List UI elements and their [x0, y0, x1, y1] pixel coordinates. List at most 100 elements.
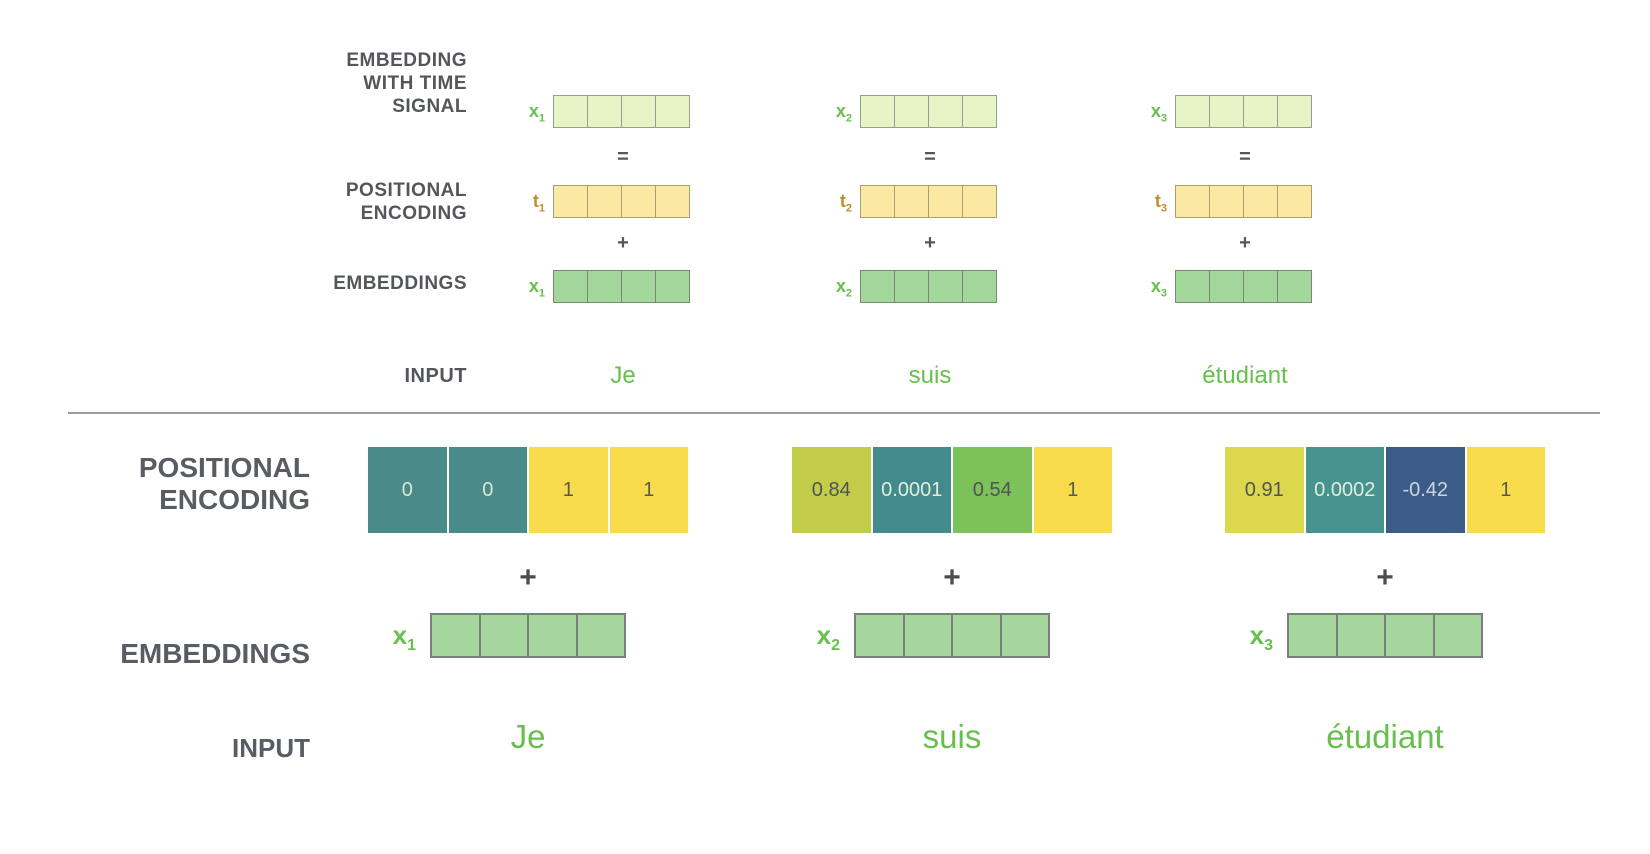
equals-operator: =: [617, 146, 629, 168]
pe-value-cell: 1: [1466, 447, 1545, 533]
vector-cell: [953, 615, 1002, 656]
input-word-suis-large: suis: [922, 718, 982, 755]
x3-label: x3: [1150, 101, 1167, 125]
vector-cell: [655, 95, 690, 128]
pe-value-cell: 1: [609, 447, 688, 533]
row-label-input-large: INPUT: [232, 733, 310, 763]
x2-embedding-label-large: x2: [816, 620, 840, 655]
embedding-vector-suis: [854, 613, 1050, 658]
row-label-embeddings-large: EMBEDDINGS: [120, 638, 310, 669]
t1-label: t1: [532, 191, 545, 215]
pe-value-cell: 1: [1033, 447, 1112, 533]
plus-operator: +: [1376, 561, 1394, 594]
input-word-je-large: Je: [510, 718, 546, 755]
x2-embedding-label: x2: [835, 276, 852, 300]
pe-value-cell: 0.0001: [872, 447, 951, 533]
embedding-vector-small-1: [553, 270, 690, 303]
plus-operator: +: [1239, 232, 1251, 254]
vector-cell: [1209, 270, 1244, 303]
vector-cell: [905, 615, 953, 656]
x3-embedding-label: x3: [1150, 276, 1167, 300]
vector-cell: [962, 95, 997, 128]
row-label-line: EMBEDDING: [346, 50, 467, 71]
pe-value-cell: 0: [448, 447, 527, 533]
vector-cell: [962, 270, 997, 303]
bottom-column-suis: 0.84 0.0001 0.54 1 + x2 suis: [792, 0, 1112, 854]
row-label-embedding-with-time-signal: EMBEDDING WITH TIME SIGNAL: [346, 49, 467, 118]
row-label-line: POSITIONAL: [138, 452, 310, 483]
bottom-column-je: 0 0 1 1 + x1 Je: [368, 0, 688, 854]
embedding-vector-je: [430, 613, 626, 658]
t2-label: t2: [839, 191, 852, 215]
vector-cell: [481, 615, 529, 656]
pe-vector-small-1: [553, 185, 690, 218]
vector-cell: [432, 615, 481, 656]
pe-vector-etudiant: 0.91 0.0002 -0.42 1: [1225, 447, 1545, 533]
input-word-etudiant: étudiant: [1202, 362, 1288, 389]
vector-cell: [1338, 615, 1386, 656]
vector-cell: [962, 185, 997, 218]
bottom-column-etudiant: 0.91 0.0002 -0.42 1 + x3 étudiant: [1225, 0, 1545, 854]
vector-cell: [1175, 95, 1210, 128]
pe-value-cell: 0.84: [792, 447, 871, 533]
row-label-positional-encoding: POSITIONAL ENCODING: [346, 179, 467, 225]
pe-value-cell: 0.54: [953, 447, 1032, 533]
vector-cell: [578, 615, 625, 656]
vector-cell: [655, 185, 690, 218]
vector-cell: [553, 95, 588, 128]
section-divider: [68, 412, 1600, 414]
x1-embedding-label: x1: [528, 276, 545, 300]
pe-vector-small-3: [1175, 185, 1312, 218]
row-label-line: ENCODING: [360, 203, 467, 224]
equals-operator: =: [924, 146, 936, 168]
t3-label: t3: [1154, 191, 1167, 215]
plus-operator: +: [924, 232, 936, 254]
plus-operator: +: [943, 561, 961, 594]
vector-cell: [1175, 270, 1210, 303]
x2-label: x2: [835, 101, 852, 125]
vector-cell: [1386, 615, 1435, 656]
time-signal-vector-2: [860, 95, 997, 128]
vector-cell: [587, 270, 622, 303]
x1-label: x1: [528, 101, 545, 125]
vector-cell: [655, 270, 690, 303]
input-word-etudiant-large: étudiant: [1326, 718, 1444, 755]
row-label-positional-encoding-large: POSITIONAL ENCODING: [139, 452, 310, 516]
row-label-line: POSITIONAL: [345, 180, 467, 201]
pe-vector-suis: 0.84 0.0001 0.54 1: [792, 447, 1112, 533]
vector-cell: [860, 95, 895, 128]
vector-cell: [1243, 95, 1278, 128]
x3-embedding-label-large: x3: [1249, 620, 1273, 655]
vector-cell: [587, 185, 622, 218]
vector-cell: [553, 185, 588, 218]
time-signal-vector-1: [553, 95, 690, 128]
input-word-suis: suis: [908, 362, 952, 389]
row-label-line: WITH TIME: [363, 73, 467, 94]
vector-cell: [928, 270, 963, 303]
vector-cell: [1277, 270, 1312, 303]
pe-value-cell: 1: [529, 447, 608, 533]
vector-cell: [1289, 615, 1338, 656]
embedding-vector-etudiant: [1287, 613, 1483, 658]
row-label-input: INPUT: [404, 365, 467, 387]
pe-value-cell: 0: [368, 447, 447, 533]
vector-cell: [1209, 185, 1244, 218]
time-signal-vector-3: [1175, 95, 1312, 128]
vector-cell: [529, 615, 578, 656]
pe-value-cell: 0.0002: [1305, 447, 1384, 533]
pe-vector-small-2: [860, 185, 997, 218]
embedding-vector-small-3: [1175, 270, 1312, 303]
vector-cell: [1002, 615, 1049, 656]
vector-cell: [1277, 185, 1312, 218]
vector-cell: [860, 270, 895, 303]
pe-value-cell: 0.91: [1225, 447, 1304, 533]
pe-value-cell: -0.42: [1386, 447, 1465, 533]
x1-embedding-label-large: x1: [392, 620, 416, 655]
vector-cell: [1277, 95, 1312, 128]
vector-cell: [553, 270, 588, 303]
vector-cell: [1435, 615, 1482, 656]
equals-operator: =: [1239, 146, 1251, 168]
top-column-etudiant: x3 = t3 + x3 étudiant: [1151, 0, 1315, 854]
vector-cell: [928, 95, 963, 128]
